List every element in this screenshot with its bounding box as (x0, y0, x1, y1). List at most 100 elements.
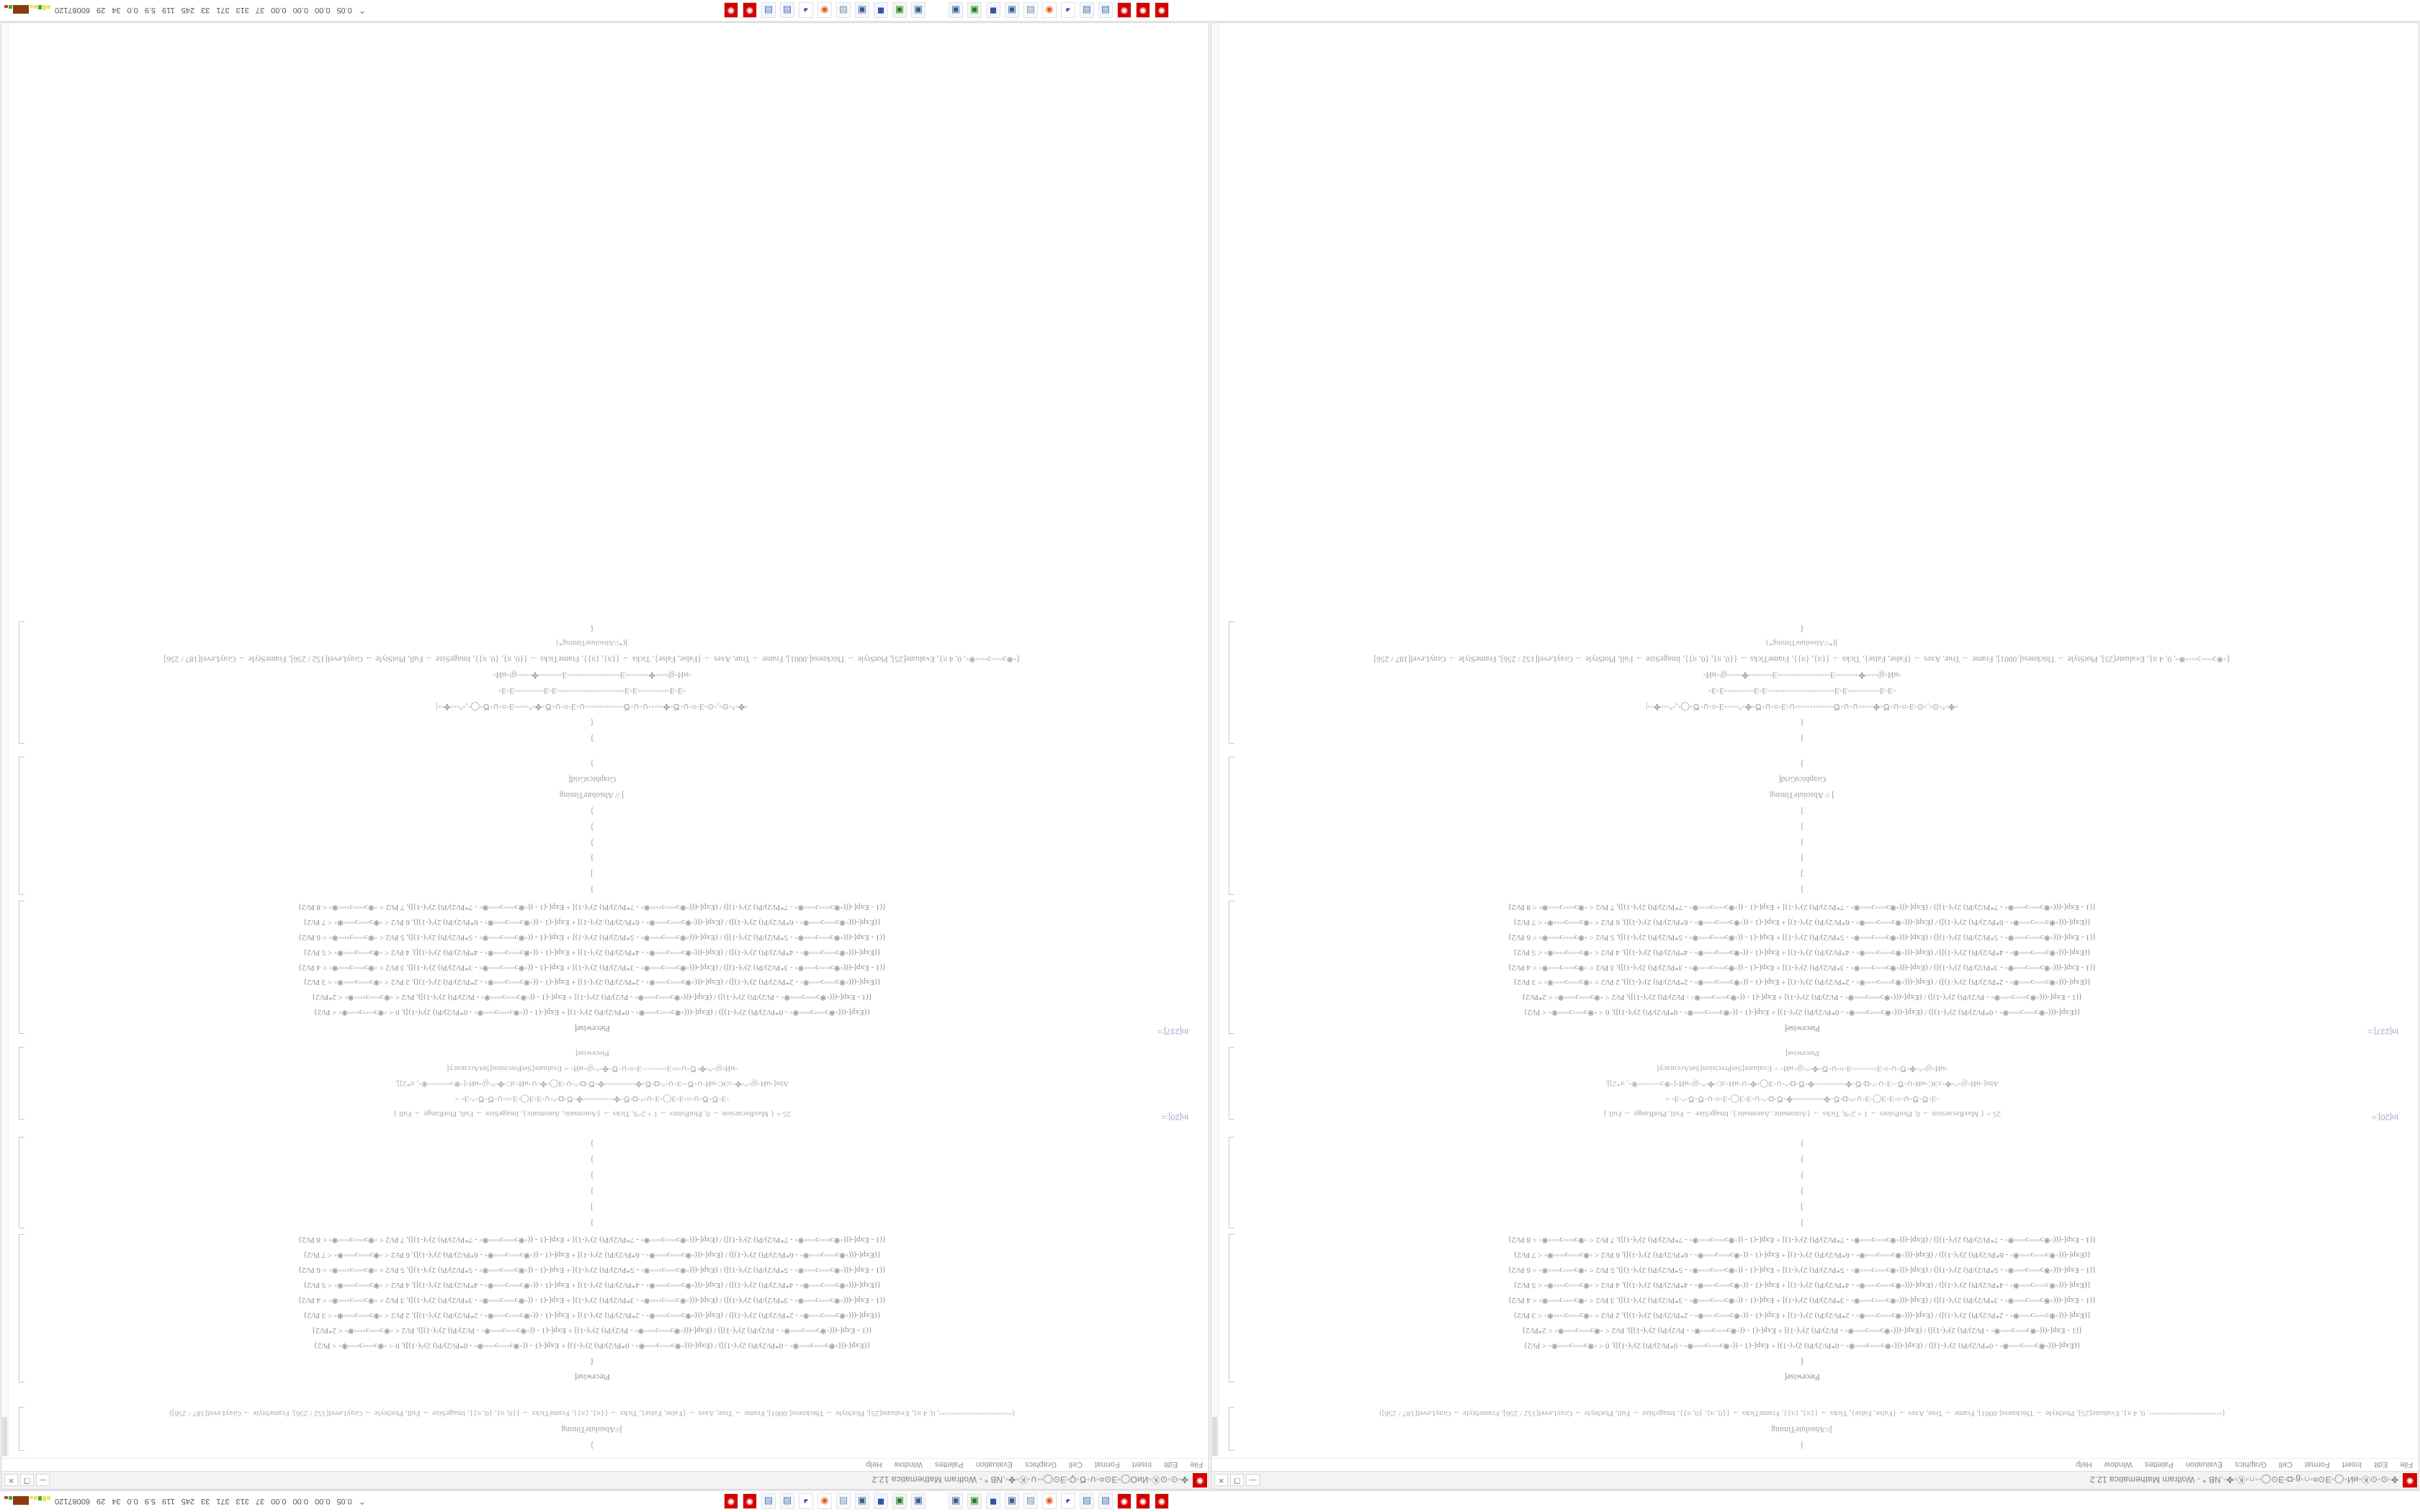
gimp-icon[interactable]: ◕ (1060, 2, 1075, 19)
notebook-cell[interactable]: } {◦✤◦°◦⊙◦,◦⊙◦Ǝ◦¤◦∪◦Ծ◦✤◦◦◦◦◦∪◦∪◦Ծ◦◦◦◦◦◦◦◦… (1223, 618, 2400, 747)
maximize-button[interactable]: ❐ (1230, 1474, 1244, 1487)
notebook-cell[interactable]: In[237]:= Piecewise[{(Exp[-(((◦❋ɔ◦◦◦◦ɔ◦◦◦… (1223, 898, 2400, 1037)
window-controls-left[interactable]: — ❐ ✕ (1213, 1474, 1260, 1487)
menubar-right[interactable]: File Edit Insert Format Cell Graphics Evaluati… (1, 1458, 1209, 1471)
terminal-2-icon[interactable]: ▤ (1079, 1493, 1094, 1510)
menu-item-insert[interactable]: Insert (2341, 1460, 2362, 1470)
mathematica-1-icon[interactable]: ✺ (1154, 1493, 1169, 1510)
menu-item-cell[interactable]: Cell (2278, 1460, 2293, 1470)
archive-manager-2-icon[interactable]: ▣ (892, 1493, 907, 1510)
gimp-icon[interactable]: ◕ (1060, 1493, 1075, 1510)
menu-item-graphics[interactable]: Graphics (2234, 1460, 2267, 1470)
terminal-3-icon[interactable]: ▤ (779, 1493, 794, 1510)
calculator-2-icon[interactable]: ▦ (873, 1493, 888, 1510)
firefox-2-icon[interactable]: ◉ (817, 1493, 832, 1510)
menu-item-window[interactable]: Window (894, 1460, 923, 1470)
menu-item-palettes[interactable]: Palettes (934, 1460, 964, 1470)
mathematica-1-icon[interactable]: ✺ (1154, 2, 1169, 19)
archive-manager-2-icon[interactable]: ▣ (892, 2, 907, 19)
scrollbar-thumb[interactable] (2, 1417, 7, 1456)
notebook-cell[interactable]: }]}}}} (13, 1134, 1190, 1231)
system-monitor-icon[interactable]: ▣ (1004, 2, 1019, 19)
scrollbar-thumb[interactable] (1212, 1417, 1217, 1456)
notebook-cell[interactable]: }]//AbsoluteTiming (◦◦◦◦◦◦◦◦◦◦◦◦◦◦◦◦◦◦◦◦◦… (13, 1404, 1190, 1454)
titlebar-left[interactable]: ✺ ✤◦⊙◦⊙Ⓚ◦ᴎИ◦◯◦Ǝ⊙¤◦∩◦ᵷ◦◘◦Ǝ⊙◯◦◦∩◦Ⓚ◦✤◦.NB *… (1211, 1471, 2419, 1489)
taskbar-top[interactable]: ✺ ✺ ✺ ▤ ▤ ◕ ◉ ▤ ▣ ▦ ▣ ▣ ▣ ▣ ▦ ▣ ▤ ◉ ◕ ▤ ▤ ✺ ✺ ⌃ 0.05 0.00 0.00 0.0… (0, 1490, 2420, 1512)
display-settings-2-icon[interactable]: ▣ (910, 1493, 926, 1510)
terminal-1-icon[interactable]: ▤ (1098, 2, 1113, 19)
chevron-up-icon[interactable]: ⌃ (358, 1496, 366, 1507)
mathematica-4-icon[interactable]: ✺ (742, 1493, 757, 1510)
notebook-cell[interactable]: In[20]:= 25 = { MaxRecursion → 0, PlotPoi… (1223, 1044, 2400, 1122)
menu-item-edit[interactable]: Edit (1164, 1460, 1178, 1470)
firefox-icon[interactable]: ◉ (1041, 2, 1057, 19)
terminal-4-icon[interactable]: ▤ (761, 1493, 776, 1510)
menu-item-file[interactable]: File (1190, 1460, 1203, 1470)
notebook-cell[interactable]: }]}}}}] // AbsoluteTiming GraphicsGrid[} (13, 754, 1190, 899)
mathematica-2-icon[interactable]: ✺ (1135, 2, 1150, 19)
menu-item-format[interactable]: Format (1094, 1460, 1120, 1470)
mathematica-window-left[interactable]: ✺ ✤◦⊙◦⊙Ⓚ◦ᴎИ◦◯◦Ǝ⊙¤◦∩◦ᵷ◦◘◦Ǝ⊙◯◦◦∩◦Ⓚ◦✤◦.NB *… (1211, 22, 2419, 1490)
minimize-button[interactable]: — (1246, 1474, 1260, 1487)
mathematica-3-icon[interactable]: ✺ (1116, 2, 1131, 19)
menu-item-file[interactable]: File (2400, 1460, 2413, 1470)
system-monitor-icon[interactable]: ▣ (1004, 1493, 1019, 1510)
archive-manager-icon[interactable]: ▣ (967, 1493, 982, 1510)
notebook-cell[interactable]: Piecewise[{{(Exp[-(((◦❋ɔ◦◦◦◦ɔ◦◦◦◦❋◦ - 0*… (13, 1231, 1190, 1386)
menubar-left[interactable]: File Edit Insert Format Cell Graphics Evaluati… (1211, 1458, 2419, 1471)
display-settings-icon[interactable]: ▣ (948, 1493, 963, 1510)
menu-item-format[interactable]: Format (2304, 1460, 2330, 1470)
archive-manager-icon[interactable]: ▣ (967, 2, 982, 19)
display-settings-2-icon[interactable]: ▣ (910, 2, 926, 19)
mathematica-2-icon[interactable]: ✺ (1135, 1493, 1150, 1510)
notebook-cell[interactable]: }]}}}} (1223, 1134, 2400, 1231)
calculator-2-icon[interactable]: ▦ (873, 2, 888, 19)
terminal-2-icon[interactable]: ▤ (1079, 2, 1094, 19)
menu-item-evaluation[interactable]: Evaluation (2185, 1460, 2223, 1470)
chevron-up-icon[interactable]: ⌃ (358, 5, 366, 16)
mathematica-window-right[interactable]: ✺ ✤◦⊙◦⊙Ⓚ◦ИᴎΟ◯◦Ǝ⊙¤◦∪◦Ծ◦Ϙ◦Ǝ⊙◯◦◦∪◦Ⓚ◦✤◦.NB *… (1, 22, 1209, 1490)
titlebar-right[interactable]: ✺ ✤◦⊙◦⊙Ⓚ◦ИᴎΟ◯◦Ǝ⊙¤◦∪◦Ծ◦Ϙ◦Ǝ⊙◯◦◦∪◦Ⓚ◦✤◦.NB *… (1, 1471, 1209, 1489)
window-controls-right[interactable]: — ❐ ✕ (3, 1474, 50, 1487)
firefox-2-icon[interactable]: ◉ (817, 2, 832, 19)
menu-item-help[interactable]: Help (866, 1460, 882, 1470)
notebook-body-right[interactable]: }]//AbsoluteTiming (◦◦◦◦◦◦◦◦◦◦◦◦◦◦◦◦◦◦◦◦◦… (1, 24, 1209, 1458)
taskbar-bottom[interactable]: ✺ ✺ ✺ ▤ ▤ ◕ ◉ ▤ ▣ ▦ ▣ ▣ ▣ ▣ ▦ ▣ ▤ ◉ ◕ ▤ ▤ ✺ ✺ ⌃ 0.05 0.00 0.00 0.0… (0, 0, 2420, 22)
text-editor-2-icon[interactable]: ▤ (835, 2, 851, 19)
notebook-cell[interactable]: In[20]:= 25 = { MaxRecursion → 0, PlotPoi… (13, 1044, 1190, 1122)
mathematica-5-icon[interactable]: ✺ (723, 1493, 738, 1510)
notebook-cell[interactable]: In[237]:= Piecewise[{(Exp[-(((◦❋ɔ◦◦◦◦ɔ◦◦◦… (13, 898, 1190, 1037)
terminal-3-icon[interactable]: ▤ (779, 2, 794, 19)
notebook-cell[interactable]: }]}}}}] // AbsoluteTiming GraphicsGrid[} (1223, 754, 2400, 899)
calculator-icon[interactable]: ▦ (985, 2, 1000, 19)
mathematica-4-icon[interactable]: ✺ (742, 2, 757, 19)
close-button[interactable]: ✕ (1214, 1474, 1228, 1487)
menu-item-edit[interactable]: Edit (2374, 1460, 2388, 1470)
firefox-icon[interactable]: ◉ (1041, 1493, 1057, 1510)
close-button[interactable]: ✕ (4, 1474, 18, 1487)
terminal-1-icon[interactable]: ▤ (1098, 1493, 1113, 1510)
notebook-cell[interactable]: Piecewise[{{(Exp[-(((◦❋ɔ◦◦◦◦ɔ◦◦◦◦❋◦ - 0*… (1223, 1231, 2400, 1386)
mathematica-3-icon[interactable]: ✺ (1116, 1493, 1131, 1510)
gimp-2-icon[interactable]: ◕ (798, 2, 813, 19)
notebook-cell[interactable]: } {◦✤◦°◦⊙◦,◦⊙◦Ǝ◦¤◦∪◦Ծ◦✤◦◦◦◦◦∪◦∪◦Ծ◦◦◦◦◦◦◦◦… (13, 618, 1190, 747)
vertical-scrollbar-left[interactable] (1212, 24, 1219, 1457)
menu-item-insert[interactable]: Insert (1131, 1460, 1152, 1470)
minimize-button[interactable]: — (36, 1474, 50, 1487)
mathematica-5-icon[interactable]: ✺ (723, 2, 738, 19)
notebook-cell[interactable]: }]//AbsoluteTiming (◦◦◦◦◦◦◦◦◦◦◦◦◦◦◦◦◦◦◦◦◦… (1223, 1404, 2400, 1454)
menu-item-palettes[interactable]: Palettes (2144, 1460, 2174, 1470)
terminal-4-icon[interactable]: ▤ (761, 2, 776, 19)
notebook-body-left[interactable]: }]//AbsoluteTiming (◦◦◦◦◦◦◦◦◦◦◦◦◦◦◦◦◦◦◦◦◦… (1211, 24, 2419, 1458)
calculator-icon[interactable]: ▦ (985, 1493, 1000, 1510)
vertical-scrollbar-right[interactable] (2, 24, 9, 1457)
menu-item-window[interactable]: Window (2104, 1460, 2133, 1470)
text-editor-icon[interactable]: ▤ (1023, 2, 1038, 19)
gimp-2-icon[interactable]: ◕ (798, 1493, 813, 1510)
menu-item-graphics[interactable]: Graphics (1024, 1460, 1057, 1470)
system-monitor-2-icon[interactable]: ▣ (854, 1493, 869, 1510)
menu-item-help[interactable]: Help (2076, 1460, 2092, 1470)
menu-item-evaluation[interactable]: Evaluation (975, 1460, 1013, 1470)
system-monitor-2-icon[interactable]: ▣ (854, 2, 869, 19)
text-editor-2-icon[interactable]: ▤ (835, 1493, 851, 1510)
